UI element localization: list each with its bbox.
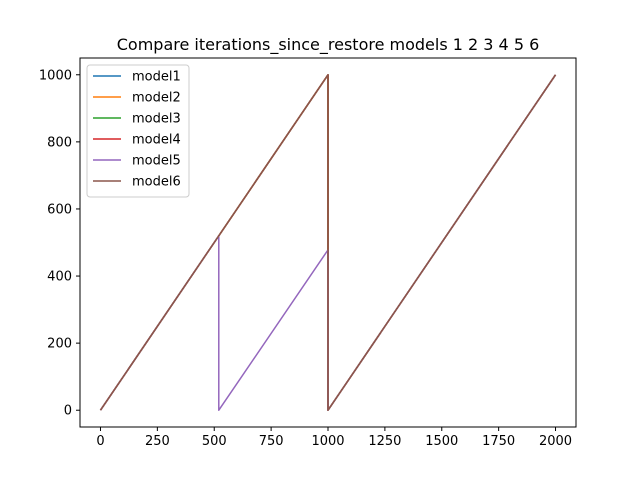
y-tick-label: 600	[47, 202, 72, 217]
legend-box	[86, 64, 190, 198]
x-tick-label: 0	[96, 434, 104, 449]
y-tick-label: 1000	[39, 68, 72, 83]
y-tick-label: 400	[47, 270, 72, 285]
y-tick-label: 200	[47, 337, 72, 352]
y-axis: 0 200 400 600 800 1000	[39, 68, 80, 419]
x-axis: 0 250 500 750 1000 1250 1500 1750 2000	[96, 427, 572, 449]
legend-label-model1: model1	[132, 70, 181, 85]
x-tick-label: 1500	[425, 434, 458, 449]
legend-label-model2: model2	[132, 91, 181, 106]
x-tick-label: 250	[145, 434, 170, 449]
legend: model1 model2 model3 model4 model5 model6	[86, 64, 190, 198]
legend-label-model4: model4	[132, 133, 181, 148]
legend-label-model5: model5	[132, 154, 181, 169]
y-tick-label: 800	[47, 135, 72, 150]
series-line-model6	[99, 74, 557, 411]
x-tick-label: 750	[259, 434, 284, 449]
x-tick-label: 1250	[368, 434, 401, 449]
x-tick-label: 2000	[539, 434, 572, 449]
x-tick-label: 500	[202, 434, 227, 449]
chart-title: Compare iterations_since_restore models …	[117, 35, 540, 55]
x-tick-label: 1750	[482, 434, 515, 449]
legend-label-model3: model3	[132, 112, 181, 127]
y-tick-label: 0	[64, 404, 72, 419]
x-tick-label: 1000	[311, 434, 344, 449]
plot-lines	[99, 74, 557, 411]
legend-label-model6: model6	[132, 175, 181, 190]
